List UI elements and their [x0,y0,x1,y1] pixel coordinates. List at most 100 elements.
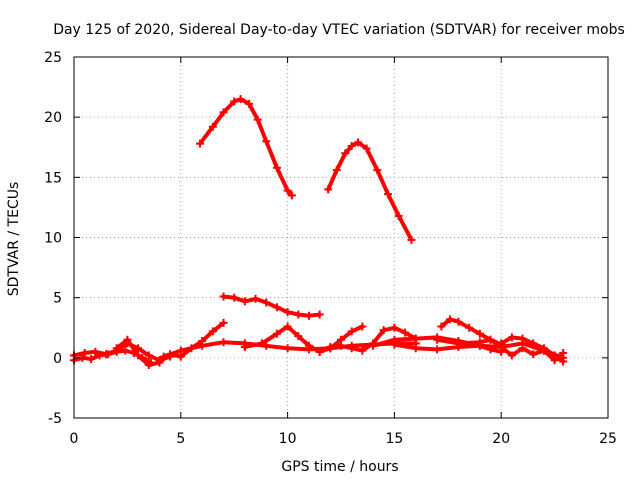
data-point [283,186,292,195]
data-point [497,339,506,348]
x-tick-label: 5 [176,431,185,447]
data-point [155,358,164,367]
data-point [369,341,378,350]
series-arc-low-6 [315,323,420,356]
data-point [337,341,345,350]
data-point [121,346,130,355]
data-point [465,323,474,332]
data-point [332,166,341,175]
data-point [219,292,228,301]
data-point [294,332,303,341]
y-tick-label: -5 [48,411,62,427]
data-point [390,323,399,332]
data-point [486,345,495,354]
data-point [437,322,446,331]
data-point [91,347,100,356]
chart-title: Day 125 of 2020, Sidereal Day-to-day VTE… [53,22,625,38]
data-point [287,191,296,200]
data-point [507,351,516,360]
data-point [262,298,271,307]
data-point [475,329,484,338]
data-point [304,341,313,350]
series-arc-low-9 [433,335,568,365]
data-point [390,340,399,349]
data-point [159,352,168,361]
y-tick-label: 5 [53,291,62,307]
x-tick-label: 0 [70,431,79,447]
data-point [394,211,403,220]
data-point [208,122,217,131]
data-point [230,293,239,302]
series-line [72,341,173,363]
data-point [176,346,185,355]
data-point [315,347,324,356]
data-point [196,139,205,148]
data-point [347,142,356,151]
data-point [219,318,228,327]
data-point [401,328,410,337]
data-point [87,355,96,364]
data-point [144,351,153,360]
data-point [411,334,420,343]
data-point [507,333,516,342]
data-point [518,344,527,353]
y-axis-label: SDTVAR / TECUs [6,182,22,297]
series-line [317,325,418,354]
data-point [315,310,324,319]
x-tick-label: 25 [599,431,617,447]
x-tick-label: 20 [492,431,510,447]
data-point [475,338,484,347]
data-point [454,317,463,326]
data-point [518,334,527,343]
data-point [373,166,382,175]
data-point [134,351,143,360]
data-point [219,108,228,117]
data-point [411,344,420,353]
data-point [283,322,292,331]
data-point [454,339,463,348]
data-point [283,308,292,317]
data-point [358,346,367,355]
axis-ticks: 0 5 10 15 20 25 -5 0 5 10 15 20 25 [44,50,617,447]
data-point [219,338,228,347]
data-point [240,297,249,306]
data-point [208,327,217,336]
data-point [341,149,350,158]
data-point [144,361,153,370]
data-point [559,349,568,358]
data-point [326,343,335,352]
data-point [262,341,271,350]
series-arc-low-10 [497,333,568,366]
series-arc-high-1 [196,95,296,200]
data-point [445,315,454,324]
y-tick-label: 0 [53,351,62,367]
x-axis-label: GPS time / hours [281,459,398,475]
data-point [123,335,132,344]
x-tick-label: 15 [385,431,403,447]
data-point [347,344,356,353]
data-point [379,326,388,335]
data-point [433,335,442,344]
data-point [262,137,271,146]
data-point [358,322,367,331]
data-point [550,351,559,360]
data-point [104,350,113,359]
data-point [539,344,548,353]
y-tick-label: 10 [44,231,62,247]
data-point [251,294,260,303]
y-tick-label: 15 [44,170,62,186]
series-line [198,97,294,198]
data-point [272,329,281,338]
data-point [347,327,356,336]
series-line [392,342,504,354]
y-tick-label: 25 [44,50,62,66]
data-point [236,95,245,104]
data-point [304,311,313,320]
data-point [272,303,281,312]
data-point [283,344,292,353]
y-tick-label: 20 [44,110,62,126]
data-point [95,351,104,360]
data-point [230,97,239,106]
data-point [245,99,254,108]
